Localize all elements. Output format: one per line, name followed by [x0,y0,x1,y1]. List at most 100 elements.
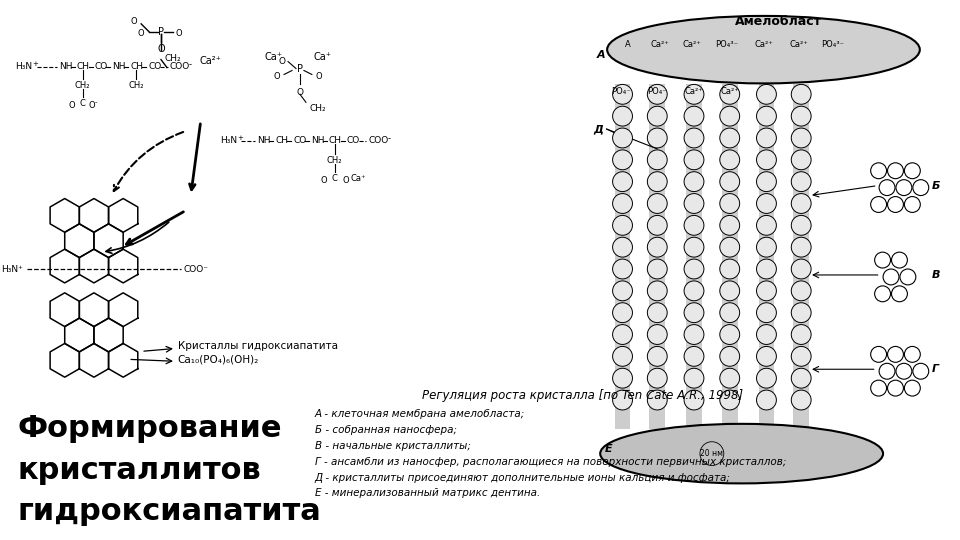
Text: Ca²⁺: Ca²⁺ [790,40,808,49]
Text: O: O [278,57,285,66]
Circle shape [720,259,739,279]
Text: O: O [157,44,165,53]
Text: CH: CH [276,137,288,145]
Text: CH₂: CH₂ [310,104,326,113]
Circle shape [904,197,921,212]
Circle shape [875,286,891,302]
Circle shape [647,347,667,366]
Text: O: O [343,176,349,185]
Bar [686,84,702,429]
Circle shape [756,106,777,126]
Bar [793,84,809,429]
Circle shape [888,347,903,362]
Text: кристаллитов: кристаллитов [17,456,261,484]
Text: Г: Г [932,364,939,374]
Text: Ca²⁺: Ca²⁺ [683,40,702,49]
Circle shape [871,197,886,212]
Circle shape [791,193,811,213]
Text: NH: NH [311,137,324,145]
Circle shape [612,390,633,410]
Circle shape [756,237,777,257]
Circle shape [756,215,777,235]
Circle shape [612,259,633,279]
Text: O: O [88,102,95,110]
Circle shape [892,252,907,268]
Text: COO: COO [369,137,389,145]
Text: Ca⁺: Ca⁺ [314,52,332,62]
Circle shape [720,281,739,301]
Circle shape [684,128,704,148]
Circle shape [647,172,667,192]
Circle shape [647,215,667,235]
Text: CH: CH [131,62,143,71]
Circle shape [791,106,811,126]
Text: Ca⁺: Ca⁺ [350,174,366,183]
Text: CO: CO [94,62,108,71]
Text: CO: CO [347,137,360,145]
Circle shape [904,380,921,396]
Circle shape [756,281,777,301]
Circle shape [791,390,811,410]
Bar [758,84,775,429]
Text: 20 нм: 20 нм [701,449,724,458]
Circle shape [612,106,633,126]
Text: Кристаллы гидроксиапатита: Кристаллы гидроксиапатита [178,341,338,352]
Text: Амелобласт: Амелобласт [734,15,822,29]
Bar [649,84,665,429]
Circle shape [791,281,811,301]
Circle shape [791,368,811,388]
Circle shape [612,303,633,322]
Text: Ca₁₀(PO₄)₆(OH)₂: Ca₁₀(PO₄)₆(OH)₂ [178,354,259,364]
Circle shape [892,286,907,302]
Circle shape [647,128,667,148]
Text: P: P [297,64,303,73]
Circle shape [756,84,777,104]
Text: P: P [158,27,164,37]
Circle shape [612,128,633,148]
Text: CH₂: CH₂ [129,82,144,90]
Text: CH: CH [328,137,342,145]
Text: Б: Б [932,181,941,191]
Circle shape [647,84,667,104]
Circle shape [647,325,667,345]
Text: O: O [68,102,75,110]
Circle shape [612,172,633,192]
Circle shape [720,150,739,170]
Circle shape [684,215,704,235]
Circle shape [684,106,704,126]
Circle shape [883,269,899,285]
Bar [614,84,631,429]
Text: -: - [189,60,192,69]
Circle shape [612,281,633,301]
Text: PO₄³⁻: PO₄³⁻ [822,40,845,49]
Circle shape [647,368,667,388]
Text: CO: CO [148,62,161,71]
Circle shape [756,368,777,388]
Circle shape [684,368,704,388]
Circle shape [720,368,739,388]
Text: Д - кристаллиты присоединяют дополнительные ионы кальция и фосфата;: Д - кристаллиты присоединяют дополнитель… [315,472,731,483]
Circle shape [791,128,811,148]
Circle shape [904,163,921,179]
Circle shape [612,347,633,366]
Circle shape [871,347,886,362]
Circle shape [896,363,912,379]
Circle shape [684,281,704,301]
Text: -: - [387,134,391,144]
Circle shape [684,172,704,192]
Text: А: А [625,40,631,49]
Circle shape [720,84,739,104]
Circle shape [684,303,704,322]
Circle shape [647,150,667,170]
Text: Е - минерализованный матрикс дентина.: Е - минерализованный матрикс дентина. [315,488,540,498]
Text: +: + [32,60,37,66]
Text: Д: Д [593,124,603,134]
Text: PO₄³⁻: PO₄³⁻ [715,40,738,49]
Circle shape [720,215,739,235]
Circle shape [871,380,886,396]
Text: O: O [274,72,280,81]
Circle shape [612,150,633,170]
Circle shape [791,237,811,257]
Text: H₃N: H₃N [15,62,33,71]
Circle shape [720,193,739,213]
